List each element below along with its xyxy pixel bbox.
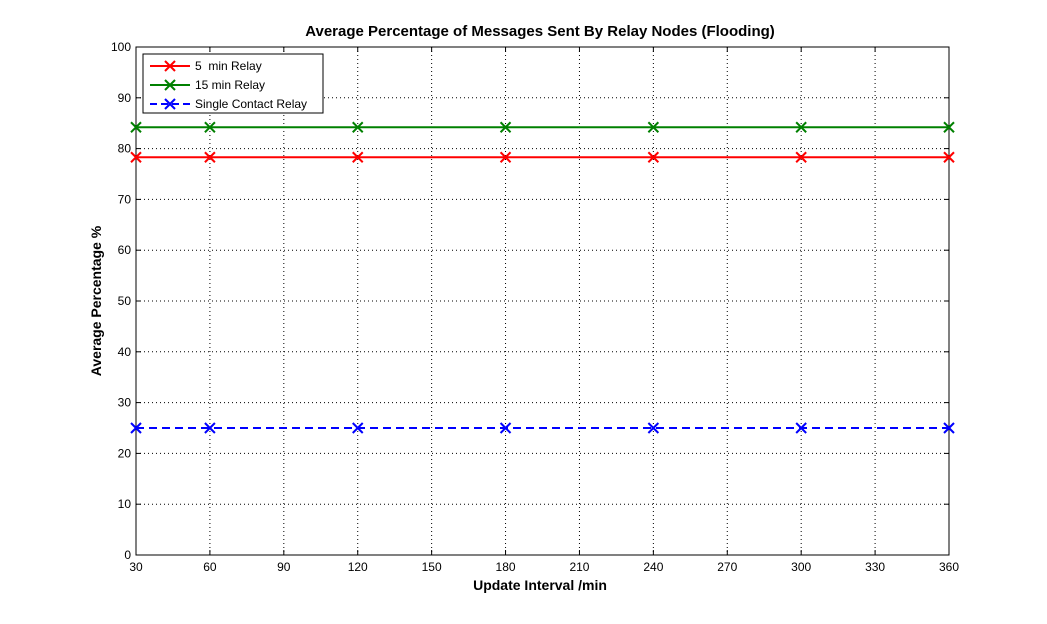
series — [130, 121, 955, 434]
data-point — [943, 151, 955, 163]
x-tick-label: 60 — [203, 560, 217, 574]
data-point — [499, 422, 512, 434]
series-1 — [130, 151, 955, 163]
x-tick-label: 360 — [939, 560, 959, 574]
data-point — [795, 422, 807, 434]
data-point — [352, 151, 364, 163]
grid — [136, 47, 949, 555]
x-tick-label: 30 — [129, 560, 143, 574]
y-tick-label: 0 — [124, 548, 131, 562]
legend-entry: 5 min Relay — [150, 59, 262, 73]
data-point — [352, 422, 364, 434]
y-tick-label: 80 — [118, 142, 132, 156]
legend-marker — [164, 60, 176, 72]
legend-label: 5 min Relay — [195, 59, 262, 73]
y-tick-label: 50 — [118, 294, 132, 308]
data-point — [795, 121, 807, 133]
y-axis-label: Average Percentage % — [88, 225, 104, 376]
x-tick-label: 150 — [422, 560, 442, 574]
data-point — [204, 151, 216, 163]
x-axis-label: Update Interval /min — [473, 577, 607, 593]
legend-entry: 15 min Relay — [150, 78, 265, 92]
legend-entry: Single Contact Relay — [150, 97, 307, 111]
data-point — [647, 121, 660, 133]
x-tick-label: 180 — [496, 560, 516, 574]
legend: 5 min Relay 15 min Relay Single Contact Re… — [142, 53, 324, 114]
chart-title: Average Percentage of Messages Sent By R… — [305, 23, 775, 40]
data-point — [204, 422, 216, 434]
data-point — [795, 151, 807, 163]
legend-marker — [164, 79, 176, 91]
data-point — [943, 422, 955, 434]
data-point — [647, 422, 660, 434]
y-tick-label: 60 — [118, 243, 132, 257]
data-point — [130, 422, 142, 434]
x-tick-label: 270 — [717, 560, 737, 574]
y-tick-label: 70 — [118, 192, 132, 206]
series-2 — [130, 121, 955, 133]
x-tick-label: 210 — [569, 560, 589, 574]
x-tick-label: 240 — [643, 560, 663, 574]
data-point — [499, 151, 512, 163]
legend-entries: 5 min Relay 15 min Relay Single Contact Re… — [150, 59, 307, 111]
data-point — [130, 121, 142, 133]
data-point — [499, 121, 512, 133]
plot-area — [136, 47, 949, 555]
data-point — [943, 121, 955, 133]
legend-label: 15 min Relay — [195, 78, 265, 92]
data-point — [130, 151, 142, 163]
legend-marker — [164, 98, 176, 110]
x-tick-label: 90 — [277, 560, 291, 574]
x-tick-label: 330 — [865, 560, 885, 574]
series-3 — [130, 422, 955, 434]
y-tick-label: 90 — [118, 91, 132, 105]
y-tick-label: 10 — [118, 497, 132, 511]
x-tick-label: 300 — [791, 560, 811, 574]
data-point — [352, 121, 364, 133]
data-point — [204, 121, 216, 133]
y-tick-label: 40 — [118, 345, 132, 359]
y-tick-label: 30 — [118, 396, 132, 410]
x-tick-label: 120 — [348, 560, 368, 574]
legend-label: Single Contact Relay — [195, 97, 307, 111]
y-tick-label: 100 — [111, 40, 131, 54]
y-tick-label: 20 — [118, 446, 132, 460]
data-point — [647, 151, 660, 163]
ticks: 30 60 90 120 150 180 210 240 270 300 330 360 0 10 20 30… — [111, 40, 959, 574]
